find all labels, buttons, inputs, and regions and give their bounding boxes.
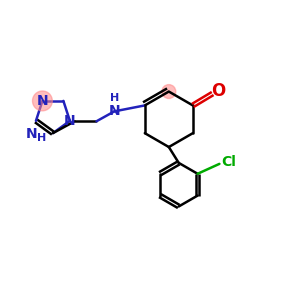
Circle shape	[32, 91, 52, 111]
Text: N: N	[64, 114, 76, 128]
Text: Cl: Cl	[221, 155, 236, 169]
Text: H: H	[110, 94, 119, 103]
Text: O: O	[212, 82, 226, 100]
Text: N: N	[109, 104, 120, 118]
Text: N: N	[26, 127, 38, 141]
Text: H: H	[37, 133, 46, 143]
Text: N: N	[37, 94, 48, 108]
Circle shape	[162, 85, 176, 98]
